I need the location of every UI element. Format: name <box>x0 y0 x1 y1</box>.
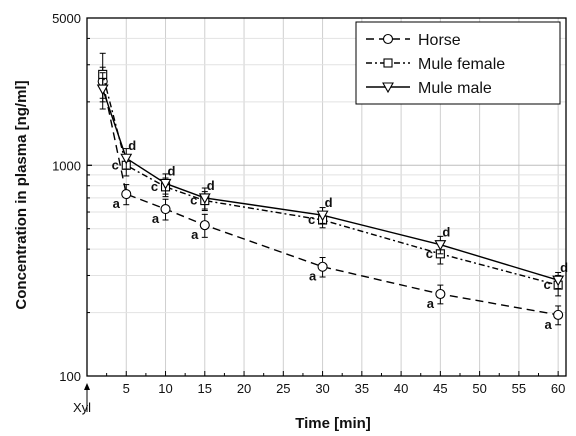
data-point <box>160 203 171 215</box>
axes: 5 10 15 20 25 30 35 40 45 50 55 60 100 1000 5000 Xyl <box>52 11 565 415</box>
legend-label: Mule male <box>418 80 492 97</box>
significance-letter: d <box>207 178 215 193</box>
legend-item: Horse <box>366 32 461 49</box>
significance-letter: d <box>128 138 136 153</box>
significance-letter: d <box>442 225 450 240</box>
significance-letter: d <box>325 195 333 210</box>
significance-letter: d <box>168 163 176 178</box>
series-mule-male: d d d d d d <box>96 72 568 290</box>
data-point <box>316 210 329 222</box>
significance-letter: c <box>308 212 315 227</box>
x-axis-title: Time [min] <box>295 415 371 432</box>
data-point <box>198 193 211 205</box>
x-tick-label: 5 <box>123 381 130 396</box>
significance-letter: a <box>427 296 435 311</box>
significance-letter: d <box>560 260 568 275</box>
legend: Horse Mule female Mule male <box>355 21 561 105</box>
x-tick-label: 55 <box>512 381 526 396</box>
legend-label: Mule female <box>418 56 505 73</box>
y-axis-title: Concentration in plasma [ng/ml] <box>13 80 30 309</box>
significance-letter: a <box>152 211 160 226</box>
series-horse: a a a a a a <box>97 66 564 332</box>
legend-marker <box>383 58 393 68</box>
data-point <box>317 261 328 272</box>
significance-letter: c <box>426 246 433 261</box>
y-tick-label: 1000 <box>52 158 81 173</box>
data-point <box>96 84 109 96</box>
data-point <box>199 220 210 231</box>
x-tick-label: 35 <box>355 381 369 396</box>
legend-item: Mule female <box>366 56 505 73</box>
significance-letter: c <box>151 179 158 194</box>
data-point <box>552 275 565 287</box>
data-point <box>435 288 446 300</box>
significance-letter: c <box>190 193 197 208</box>
significance-letter: a <box>309 269 317 284</box>
xyl-label: Xyl <box>73 400 91 415</box>
data-point <box>434 240 447 251</box>
legend-marker <box>382 33 394 45</box>
xyl-arrow-head <box>84 383 90 390</box>
x-tick-label: 45 <box>433 381 447 396</box>
x-tick-label: 60 <box>551 381 565 396</box>
x-tick-label: 25 <box>276 381 290 396</box>
data-point <box>120 153 133 165</box>
data-point <box>553 309 564 320</box>
x-tick-label: 20 <box>237 381 251 396</box>
significance-letter: a <box>545 317 553 332</box>
x-tick-label: 30 <box>315 381 329 396</box>
significance-letter: a <box>191 227 199 242</box>
series-line <box>102 74 559 286</box>
data-point <box>121 189 132 200</box>
significance-letter: c <box>112 157 119 172</box>
significance-letter: a <box>113 196 121 211</box>
series-line <box>102 88 559 281</box>
x-tick-label: 40 <box>394 381 408 396</box>
x-tick-label: 50 <box>472 381 486 396</box>
data-point <box>159 178 172 190</box>
legend-item: Mule male <box>366 80 492 97</box>
y-tick-label: 100 <box>59 369 81 384</box>
x-tick-label: 10 <box>158 381 172 396</box>
legend-marker <box>382 82 394 94</box>
x-tick-label: 15 <box>198 381 212 396</box>
plot-frame <box>86 17 567 377</box>
y-tick-label: 5000 <box>52 11 81 26</box>
legend-label: Horse <box>418 32 461 49</box>
significance-letter: c <box>544 277 551 292</box>
